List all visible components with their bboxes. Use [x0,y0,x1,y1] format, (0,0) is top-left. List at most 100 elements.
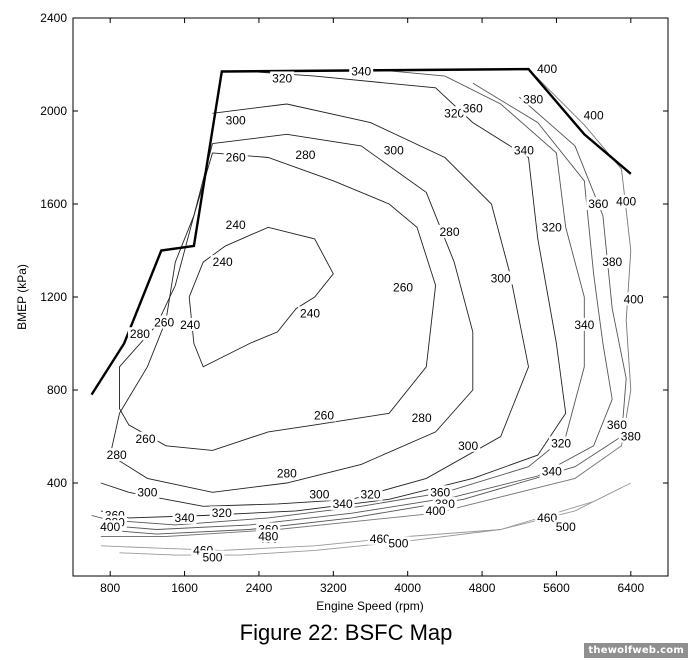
contour-label-bg [572,317,597,331]
x-tick-label: 4000 [394,581,421,595]
contour-label: 240 [180,318,200,332]
y-tick-label: 2000 [40,104,67,118]
contour-label: 380 [602,255,622,269]
contour-360 [100,82,613,530]
contour-label: 380 [621,430,641,444]
contour-label-bg [178,317,203,331]
contour-label-bg [210,255,235,269]
contour-label: 360 [588,197,608,211]
contour-label-bg [312,408,337,422]
contour-label-bg [98,520,123,534]
contour-label: 280 [295,148,315,162]
contour-label-bg [209,506,234,520]
contour-label-bg [104,448,129,462]
contour-label: 260 [154,316,174,330]
contour-label-bg [330,496,355,510]
contour-label-bg [367,531,392,545]
contour-label-bg [274,466,299,480]
contour-label: 400 [616,195,636,209]
contour-label: 260 [136,432,156,446]
contour-label-bg [581,108,606,122]
contour-label-bg [223,217,248,231]
contour-label-bg [133,431,158,445]
plot-area [72,17,669,577]
x-tick-label: 6400 [617,581,644,595]
contour-label-bg [549,436,574,450]
x-tick-label: 800 [100,581,120,595]
contour-label-bg [358,487,383,501]
contour-label-bg [535,510,560,524]
contour-label: 260 [393,281,413,295]
contour-label-bg [423,503,448,517]
bsfc-contour-chart: 240 240 240 240 260 260 260 260 260 280 280 280 280 2… [15,11,669,613]
contour-label: 340 [514,144,534,158]
contour-label: 280 [130,327,150,341]
contour-label: 340 [542,464,562,478]
contour-label: 280 [277,467,297,481]
contour-label-bg [428,485,453,499]
contour-label: 260 [226,151,246,165]
contour-label-bg [586,197,611,210]
contour-240 [188,226,334,368]
contour-label: 280 [412,411,432,425]
contour-label: 380 [523,92,543,106]
contour-label: 280 [440,225,460,239]
contour-label: 240 [300,306,320,320]
contour-label: 320 [272,71,292,85]
contour-label: 400 [624,292,644,306]
contour-label-bg [293,148,318,162]
contour-label: 500 [388,536,408,550]
x-tick-label: 2400 [246,581,273,595]
contour-label-bg [604,417,629,431]
figure-caption: Figure 22: BSFC Map [239,620,453,645]
contour-label-bg [256,529,281,543]
contour-label: 360 [607,418,627,432]
contour-460 [100,487,622,551]
y-tick-label: 2400 [40,11,67,25]
contour-label: 460 [370,532,390,546]
contour-label: 320 [542,220,562,234]
contour-label-bg [539,464,564,478]
y-tick-label: 1200 [40,290,67,304]
watermark: thewolfweb.com [584,643,688,658]
contour-label-bg [553,520,578,534]
contour-label: 340 [574,318,594,332]
contour-label-bg [349,64,374,78]
contour-label: 460 [537,511,557,525]
contour-label-bg [539,220,564,234]
contour-label: 320 [360,488,380,502]
contour-label-bg [172,510,197,524]
y-tick-label: 400 [47,476,67,490]
contour-label: 340 [333,497,353,511]
contour-label-bg [200,550,225,564]
y-tick-label: 1600 [40,197,67,211]
contour-label: 500 [202,550,222,564]
contour-label: 300 [309,488,329,502]
contour-label: 480 [258,529,278,543]
contour-300 [100,103,529,507]
contour-320 [100,71,567,519]
x-axis-ticks: 800 1600 2400 3200 4000 4800 5600 6400 [100,18,644,595]
x-tick-label: 3200 [320,581,347,595]
contour-label: 320 [444,106,464,120]
y-axis-title: BMEP (kPa) [15,264,29,330]
contour-label-bg [521,92,546,106]
x-tick-label: 5600 [543,581,570,595]
contour-label-bg [307,487,332,501]
y-axis-ticks: 400 800 1200 1600 2000 2400 [40,11,668,490]
contour-label-bg [535,62,560,76]
contour-label-bg [391,280,416,294]
x-tick-label: 4800 [469,581,496,595]
contour-label-bg [223,150,248,164]
contour-label-bg [135,485,160,499]
contour-label-bg [488,271,513,285]
contour-label: 240 [226,218,246,232]
contour-label: 360 [463,102,483,116]
contour-label-bg [127,327,152,341]
contour-500 [119,482,632,556]
contour-label: 300 [491,271,511,285]
contour-label-bg [437,224,462,238]
contour-label-bg [614,194,639,208]
contour-label-bg [409,410,434,424]
contour-label: 400 [426,504,446,518]
